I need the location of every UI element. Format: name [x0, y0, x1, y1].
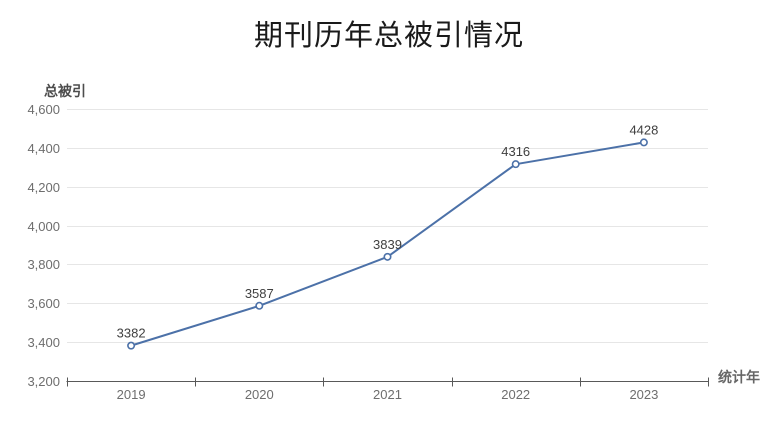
x-tick-label: 2023 [629, 387, 658, 402]
y-tick-label: 4,600 [27, 102, 60, 117]
y-axis-title: 总被引 [44, 83, 86, 99]
y-tick-label: 3,400 [27, 335, 60, 350]
data-point-2022[interactable] [511, 160, 520, 169]
y-tick-label: 4,200 [27, 180, 60, 195]
data-label: 4316 [501, 144, 530, 159]
data-point-2021[interactable] [383, 252, 392, 261]
x-tick-label: 2019 [117, 387, 146, 402]
data-point-2023[interactable] [639, 138, 648, 147]
y-tick-label: 3,800 [27, 257, 60, 272]
data-label: 3839 [373, 237, 402, 252]
y-tick-label: 3,600 [27, 296, 60, 311]
data-label: 4428 [629, 122, 658, 137]
x-tick-label: 2021 [373, 387, 402, 402]
x-axis-title: 统计年 [718, 369, 760, 385]
data-point-2020[interactable] [255, 301, 264, 310]
x-tick-label: 2022 [501, 387, 530, 402]
chart-title: 期刊历年总被引情况 [253, 20, 524, 52]
data-label: 3587 [245, 286, 274, 301]
x-tick-label: 2020 [245, 387, 274, 402]
y-tick-label: 4,000 [27, 219, 60, 234]
y-tick-label: 4,400 [27, 141, 60, 156]
data-label: 3382 [117, 326, 146, 341]
data-point-2019[interactable] [127, 341, 136, 350]
y-tick-label: 3,200 [27, 374, 60, 389]
